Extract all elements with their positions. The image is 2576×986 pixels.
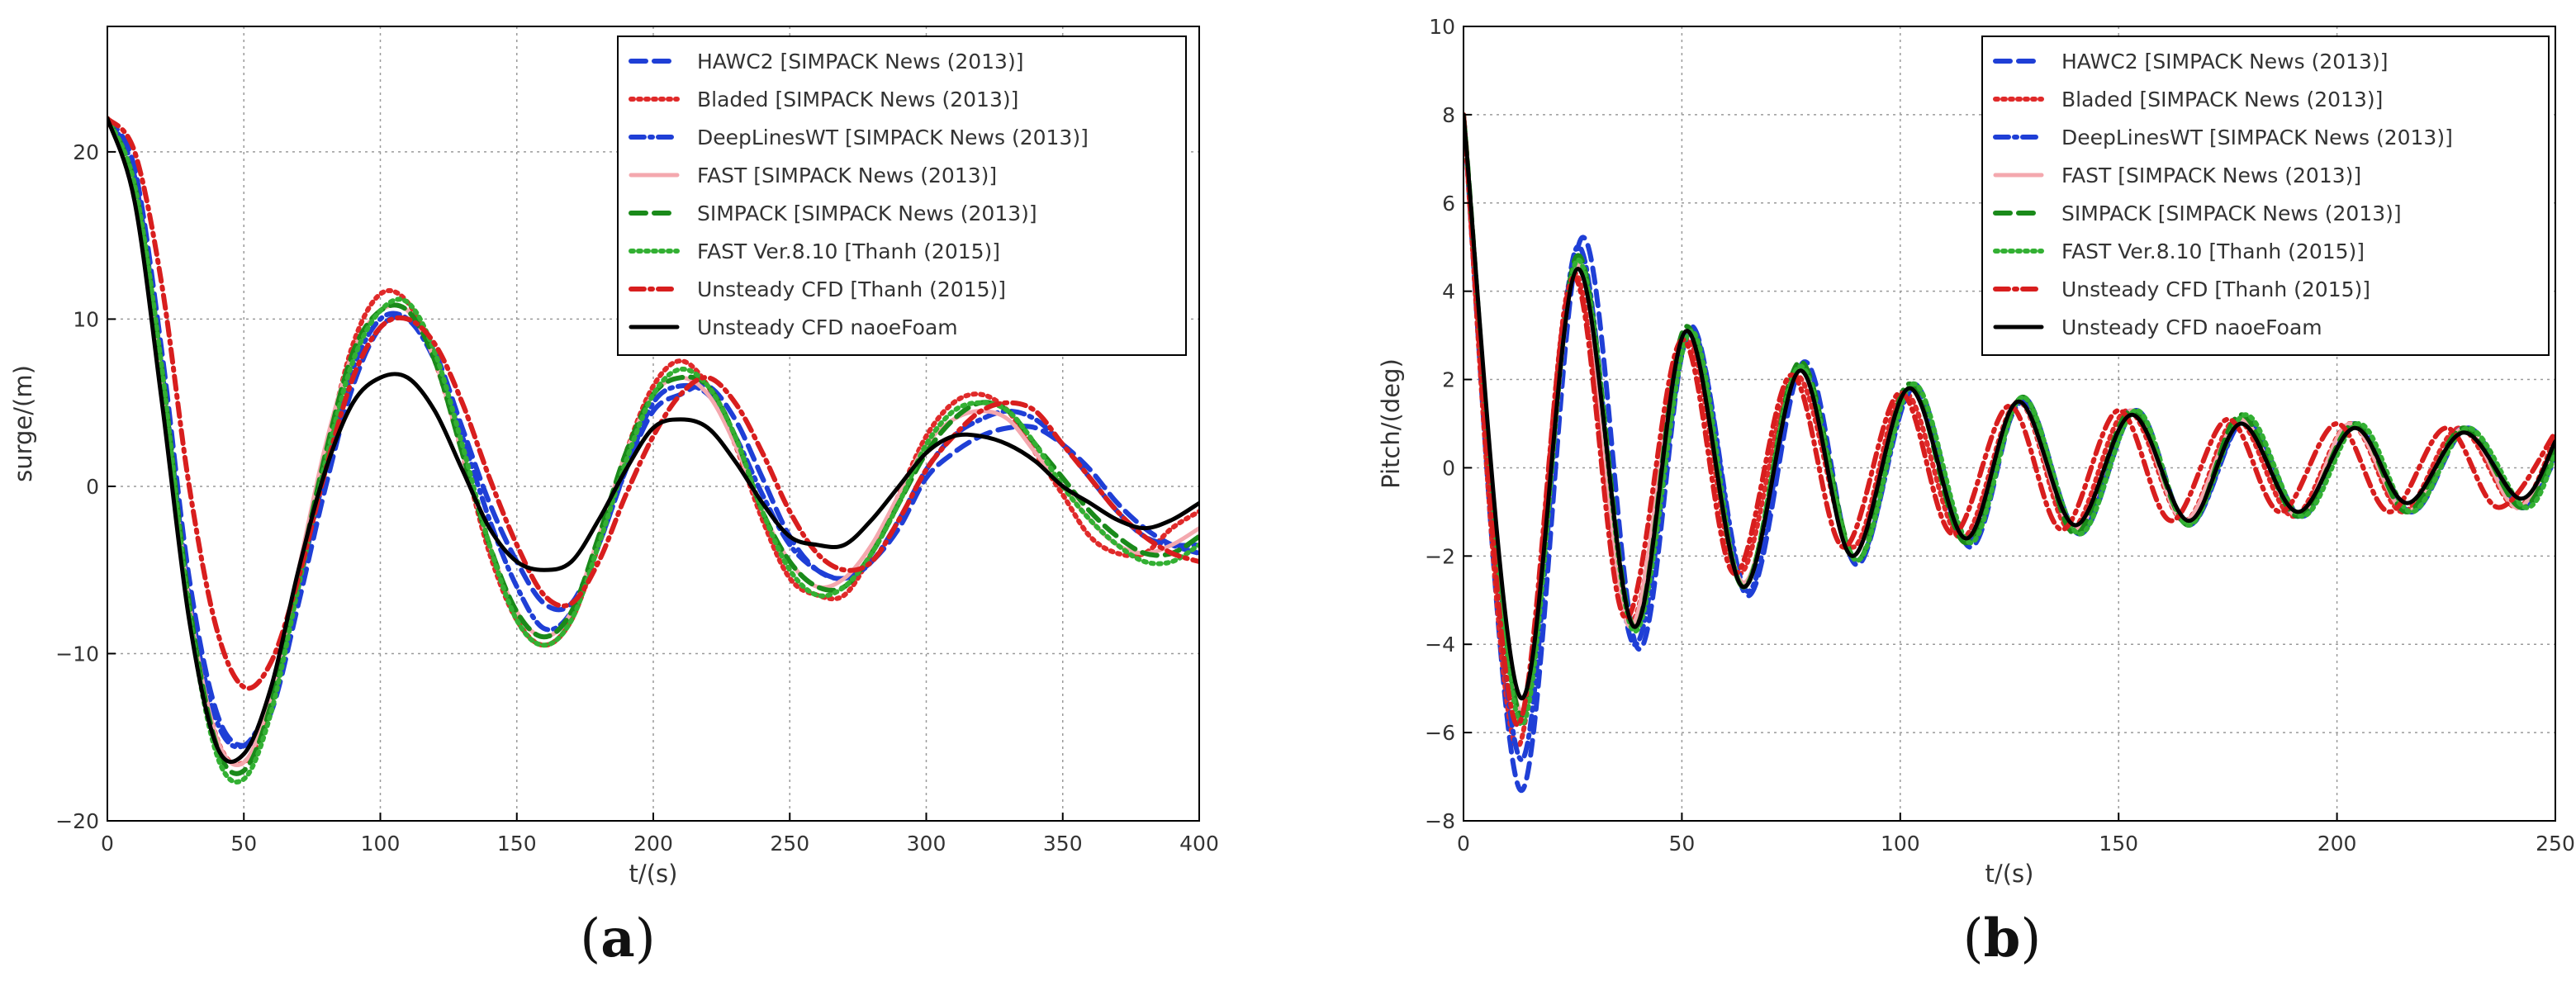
x-tick-label: 300 bbox=[907, 832, 946, 856]
panel-a-ticks: 0 50 100 150 200 250 300 350 400 −20 −10 0 10 20 bbox=[55, 140, 1219, 856]
panel-a-legend: HAWC2 [SIMPACK News (2013)] Bladed [SIMPA… bbox=[617, 36, 1187, 356]
series-line-8 bbox=[107, 116, 1199, 764]
y-tick-label: −20 bbox=[55, 809, 99, 833]
panel-b-x-axis-label: t/(s) bbox=[1985, 860, 2034, 888]
series-line-6 bbox=[107, 116, 1199, 785]
panel-a-label-letter: a bbox=[600, 908, 634, 969]
series-line-7 bbox=[107, 116, 1199, 691]
x-tick-label: 250 bbox=[770, 832, 809, 856]
panel-b-chart: 0 50 100 150 200 250 −8 −6 −4 −2 0 2 4 6 8 10 t/(s) Pit… bbox=[1377, 15, 2575, 969]
legend-entry: Unsteady CFD [Thanh (2015)] bbox=[697, 277, 1006, 301]
legend-entry: Unsteady CFD naoeFoam bbox=[697, 315, 958, 339]
x-tick-label: 200 bbox=[2317, 832, 2357, 856]
legend-entry: SIMPACK [SIMPACK News (2013)] bbox=[2061, 201, 2402, 225]
y-tick-label: 6 bbox=[1442, 192, 1455, 216]
legend-entry: DeepLinesWT [SIMPACK News (2013)] bbox=[697, 126, 1089, 149]
y-tick-label: 0 bbox=[1442, 456, 1455, 480]
y-tick-label: 10 bbox=[1429, 15, 1455, 39]
y-tick-label: −6 bbox=[1425, 721, 1455, 745]
series-line-7 bbox=[1464, 111, 2555, 728]
y-tick-label: −2 bbox=[1425, 544, 1455, 568]
x-tick-label: 150 bbox=[2099, 832, 2138, 856]
legend-entry: Unsteady CFD naoeFoam bbox=[2061, 315, 2322, 339]
legend-entry: SIMPACK [SIMPACK News (2013)] bbox=[697, 201, 1037, 225]
y-tick-label: 4 bbox=[1442, 280, 1455, 304]
panel-a-y-axis-label: surge/(m) bbox=[9, 365, 37, 482]
series-line-8 bbox=[1464, 112, 2555, 700]
legend-entry: HAWC2 [SIMPACK News (2013)] bbox=[697, 50, 1023, 73]
x-tick-label: 400 bbox=[1179, 832, 1219, 856]
x-tick-label: 250 bbox=[2536, 832, 2575, 856]
legend-box bbox=[1981, 36, 2550, 356]
x-tick-label: 150 bbox=[497, 832, 537, 856]
legend-entry: HAWC2 [SIMPACK News (2013)] bbox=[2061, 50, 2388, 73]
x-tick-label: 350 bbox=[1043, 832, 1083, 856]
panel-b-plot-frame bbox=[1463, 26, 2556, 822]
panel-a-x-axis-label: t/(s) bbox=[629, 860, 678, 888]
x-tick-label: 200 bbox=[633, 832, 673, 856]
y-tick-label: −4 bbox=[1425, 633, 1455, 657]
legend-entry: DeepLinesWT [SIMPACK News (2013)] bbox=[2061, 126, 2453, 149]
legend-entry: Bladed [SIMPACK News (2013)] bbox=[2061, 88, 2383, 111]
x-tick-label: 100 bbox=[361, 832, 401, 856]
panel-a-chart: 0 50 100 150 200 250 300 350 400 −20 −10 0 10 20 t/(s… bbox=[9, 26, 1219, 969]
panel-b-label-letter: b bbox=[1984, 908, 2021, 969]
x-tick-label: 0 bbox=[101, 832, 114, 856]
y-tick-label: 10 bbox=[73, 307, 99, 331]
legend-entry: FAST Ver.8.10 [Thanh (2015)] bbox=[2061, 239, 2365, 263]
y-tick-label: 0 bbox=[86, 475, 99, 499]
panel-b-legend: HAWC2 [SIMPACK News (2013)] Bladed [SIMPA… bbox=[1981, 36, 2550, 356]
legend-box bbox=[617, 36, 1187, 356]
x-tick-label: 50 bbox=[1668, 832, 1695, 856]
series-line-6 bbox=[1464, 111, 2555, 728]
legend-entry: Unsteady CFD [Thanh (2015)] bbox=[2061, 277, 2370, 301]
y-tick-label: 8 bbox=[1442, 103, 1455, 127]
y-tick-label: −10 bbox=[55, 642, 99, 666]
panel-a-series-layer bbox=[107, 116, 1199, 785]
panel-b-label: (b) bbox=[1963, 908, 2042, 969]
x-tick-label: 0 bbox=[1457, 832, 1470, 856]
y-tick-label: 2 bbox=[1442, 368, 1455, 392]
panel-b-series-layer bbox=[1464, 111, 2555, 793]
legend-entry: FAST Ver.8.10 [Thanh (2015)] bbox=[697, 239, 1000, 263]
x-tick-label: 100 bbox=[1881, 832, 1920, 856]
legend-entry: Bladed [SIMPACK News (2013)] bbox=[697, 88, 1018, 111]
panel-b-ticks: 0 50 100 150 200 250 −8 −6 −4 −2 0 2 4 6 8 10 bbox=[1425, 15, 2575, 856]
legend-entry: FAST [SIMPACK News (2013)] bbox=[697, 164, 997, 187]
x-tick-label: 50 bbox=[230, 832, 257, 856]
legend-entry: FAST [SIMPACK News (2013)] bbox=[2061, 164, 2361, 187]
panel-b-y-axis-label: Pitch/(deg) bbox=[1377, 358, 1405, 489]
y-tick-label: 20 bbox=[73, 140, 99, 164]
y-tick-label: −8 bbox=[1425, 809, 1455, 833]
panel-a-label: (a) bbox=[580, 908, 655, 969]
